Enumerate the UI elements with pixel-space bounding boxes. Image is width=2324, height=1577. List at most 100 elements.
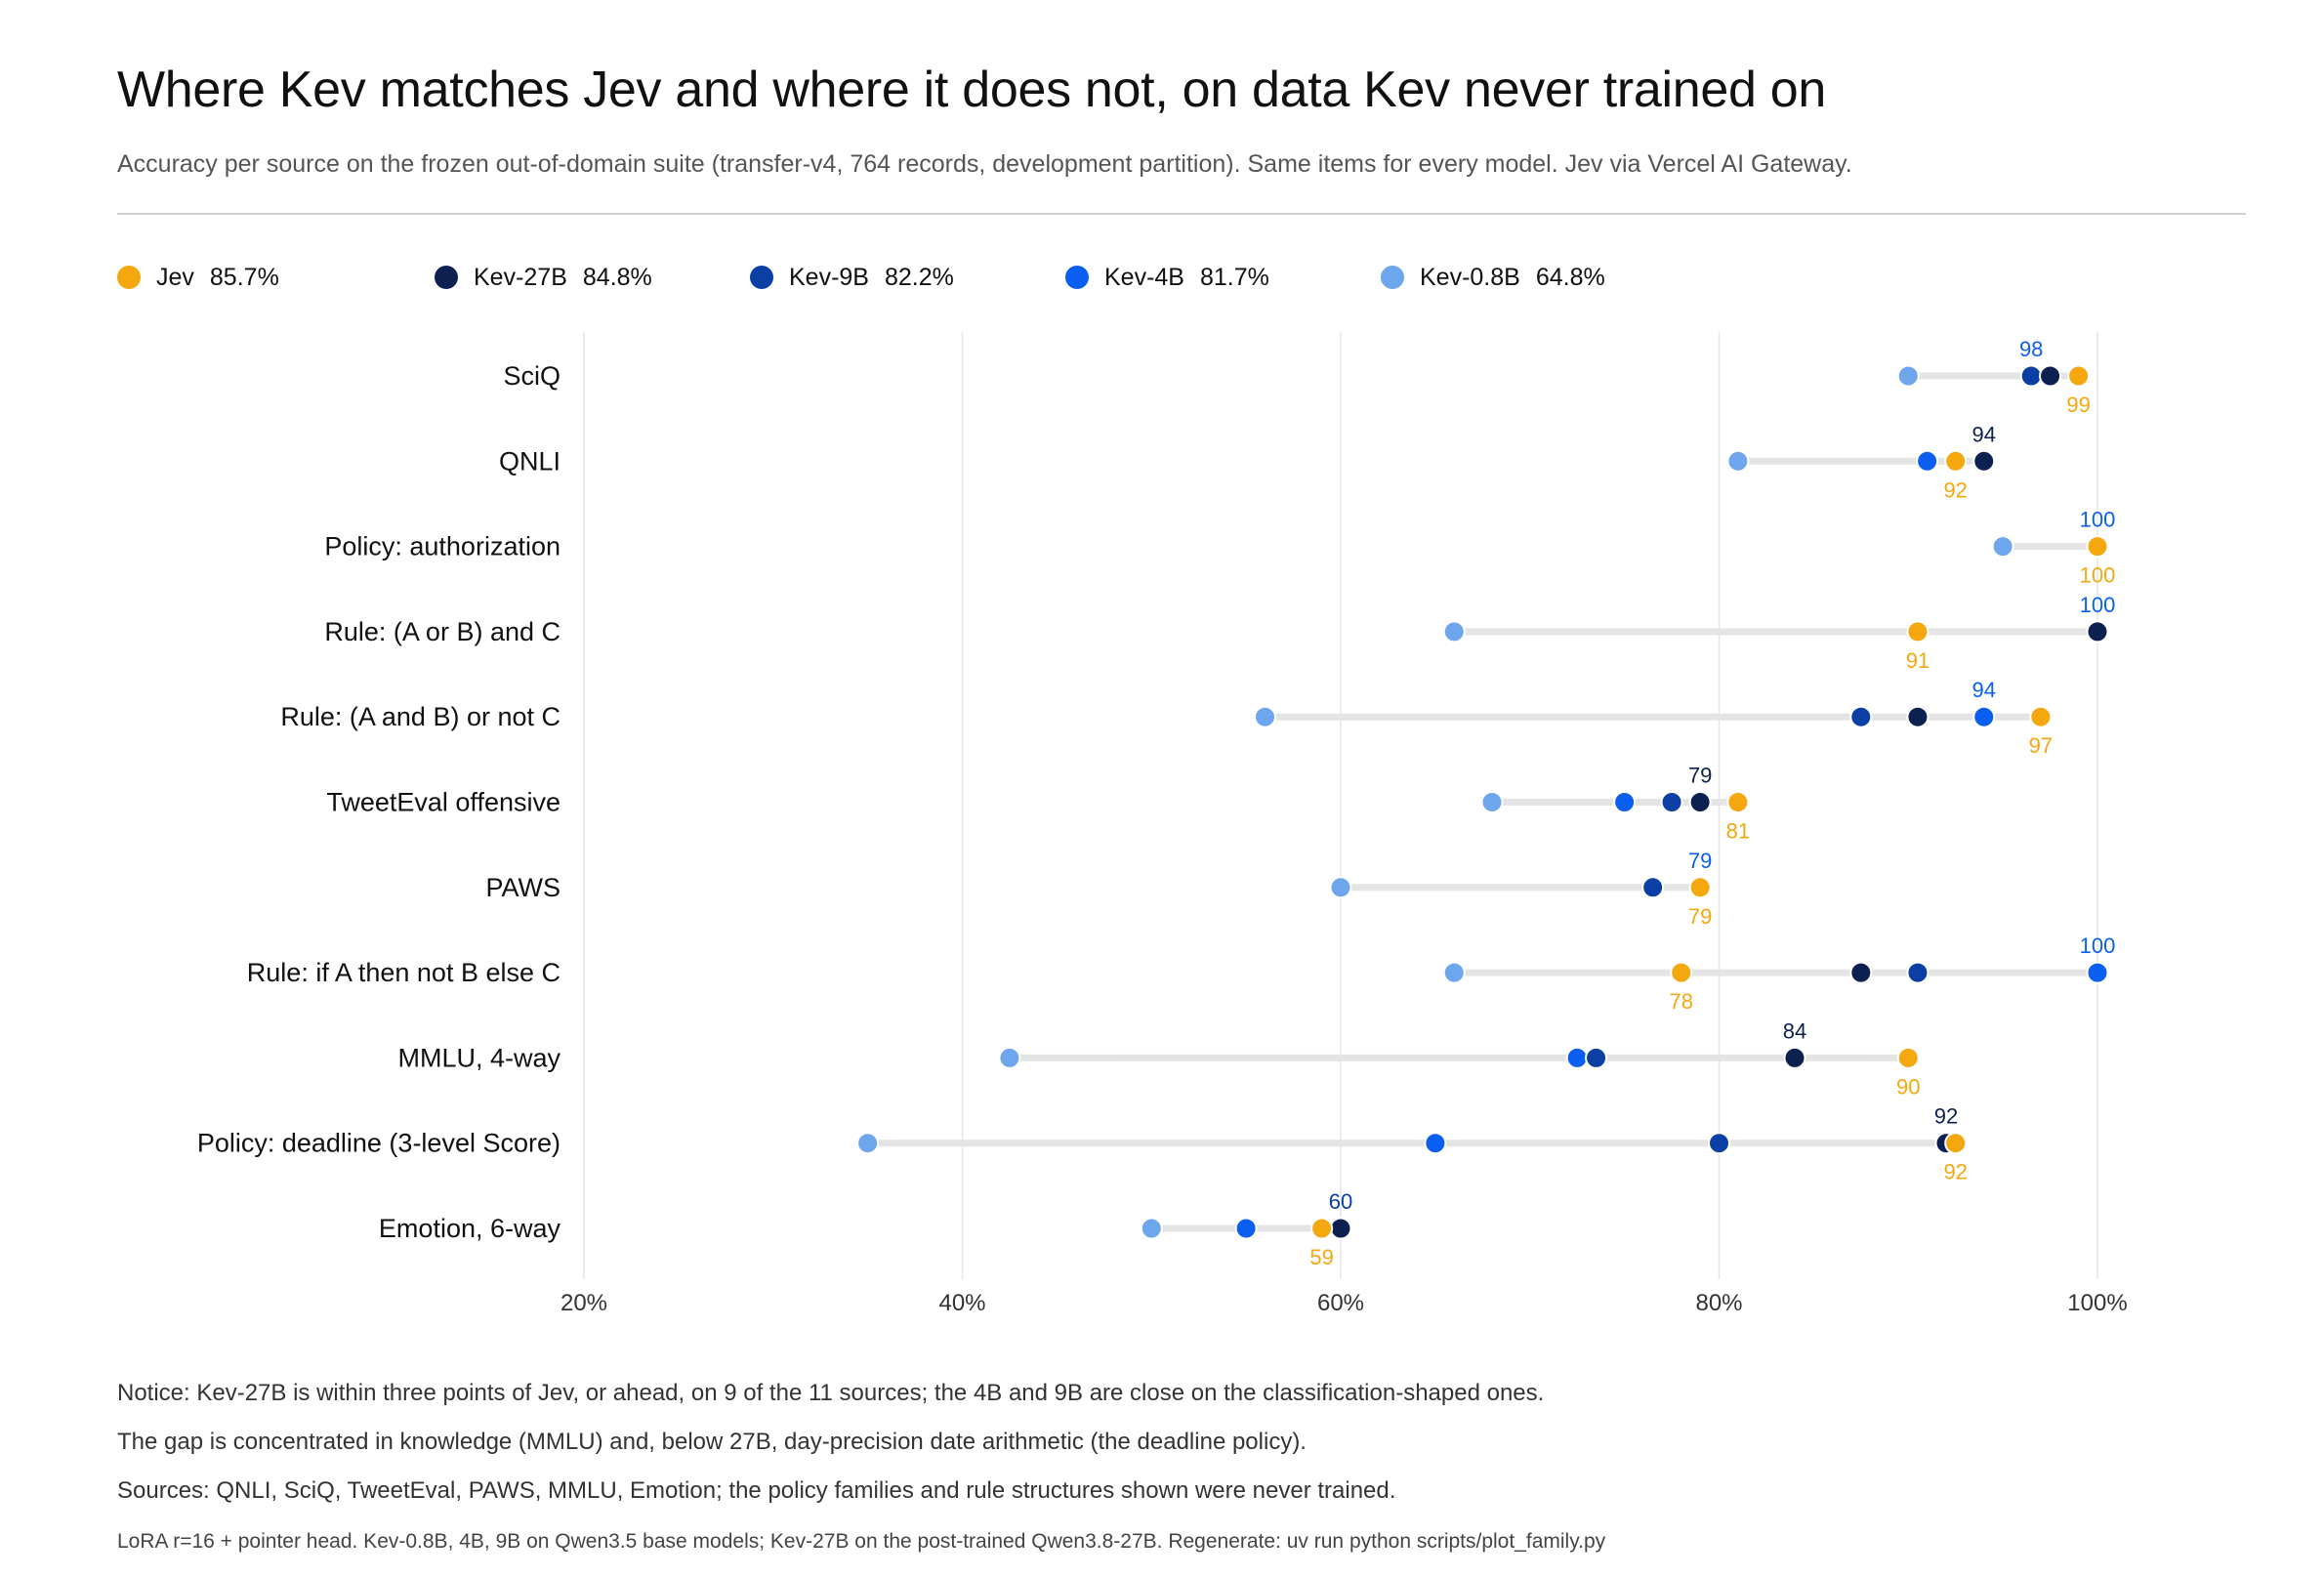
legend-swatch-kev-27b — [435, 266, 458, 289]
category-label: Emotion, 6-way — [379, 1214, 561, 1243]
dot-jev — [1944, 449, 1968, 473]
dot-kev-9b — [1849, 705, 1873, 728]
dot-kev-9b — [1585, 1046, 1608, 1069]
category-label: SciQ — [503, 361, 560, 391]
legend-label-jev: Jev — [156, 263, 194, 291]
dot-kev-0-8b — [1442, 961, 1466, 984]
dot-jev — [1670, 961, 1693, 984]
jev-label: 91 — [1906, 648, 1930, 673]
dot-jev — [1906, 620, 1930, 643]
dot-jev — [2086, 535, 2109, 559]
dot-kev-0-8b — [1329, 876, 1352, 899]
jev-label: 97 — [2029, 733, 2053, 758]
category-label: QNLI — [499, 446, 560, 476]
dot-jev — [1688, 876, 1712, 899]
dot-kev-27b — [1688, 791, 1712, 813]
jev-label: 99 — [2066, 393, 2090, 417]
dot-kev-0-8b — [1896, 364, 1920, 388]
note-line: The gap is concentrated in knowledge (MM… — [117, 1429, 1307, 1455]
dot-kev-0-8b — [1991, 535, 2014, 559]
legend-item-kev-0-8b: Kev-0.8B 64.8% — [1381, 258, 1605, 297]
category-label: Policy: authorization — [324, 532, 560, 561]
dot-kev-0-8b — [1140, 1217, 1163, 1240]
jev-label: 59 — [1309, 1245, 1333, 1269]
dot-kev-0-8b — [1442, 620, 1466, 643]
header-divider — [117, 213, 2246, 215]
category-label: Rule: if A then not B else C — [247, 958, 560, 987]
best-kev-label: 84 — [1783, 1018, 1806, 1043]
dot-kev-4b — [1234, 1217, 1258, 1240]
best-kev-label: 94 — [1972, 422, 1996, 446]
legend-swatch-jev — [117, 266, 141, 289]
dot-jev — [1310, 1217, 1334, 1240]
best-kev-label: 100 — [2080, 593, 2116, 617]
jev-label: 90 — [1896, 1074, 1920, 1099]
dot-kev-27b — [1783, 1046, 1806, 1069]
jev-label: 78 — [1670, 989, 1693, 1014]
x-tick-label: 80% — [1695, 1290, 1742, 1316]
dot-kev-0-8b — [856, 1132, 880, 1155]
dot-kev-27b — [1906, 705, 1930, 728]
best-kev-label: 60 — [1329, 1189, 1352, 1214]
category-label: PAWS — [485, 873, 560, 902]
best-kev-label: 92 — [1934, 1104, 1958, 1129]
dot-kev-4b — [1565, 1046, 1589, 1069]
dot-jev — [2067, 364, 2091, 388]
dot-kev-4b — [1424, 1132, 1447, 1155]
best-kev-label: 98 — [2019, 337, 2043, 361]
dot-kev-27b — [1849, 961, 1873, 984]
jev-label: 100 — [2080, 563, 2116, 588]
legend-value-kev-0-8b: 64.8% — [1535, 263, 1605, 291]
jev-label: 79 — [1688, 904, 1712, 929]
best-kev-label: 79 — [1688, 849, 1712, 873]
legend: Jev 85.7% Kev-27B 84.8% Kev-9B 82.2% Kev… — [0, 258, 2324, 297]
dot-kev-9b — [1641, 876, 1665, 899]
dot-kev-4b — [1916, 449, 1939, 473]
legend-label-kev-27b: Kev-27B — [474, 263, 567, 291]
legend-value-kev-27b: 84.8% — [582, 263, 652, 291]
legend-label-kev-4b: Kev-4B — [1104, 263, 1184, 291]
jev-label: 81 — [1726, 819, 1750, 844]
dot-jev — [2029, 705, 2053, 728]
legend-value-kev-9b: 82.2% — [884, 263, 954, 291]
dot-kev-9b — [2019, 364, 2043, 388]
best-kev-label: 100 — [2080, 934, 2116, 958]
dot-kev-9b — [1708, 1132, 1730, 1155]
best-kev-label: 100 — [2080, 508, 2116, 532]
dot-kev-0-8b — [1254, 705, 1276, 728]
legend-label-kev-0-8b: Kev-0.8B — [1420, 263, 1520, 291]
jev-label: 92 — [1943, 477, 1967, 502]
dot-kev-9b — [1660, 791, 1683, 813]
dot-jev — [1944, 1132, 1968, 1155]
category-label: Policy: deadline (3-level Score) — [197, 1129, 560, 1158]
category-label: Rule: (A or B) and C — [324, 617, 560, 646]
best-kev-label: 79 — [1688, 764, 1712, 788]
dot-kev-27b — [2086, 620, 2109, 643]
dot-kev-0-8b — [1480, 791, 1504, 813]
legend-swatch-kev-4b — [1065, 266, 1089, 289]
notes: Notice: Kev-27B is within three points o… — [117, 1379, 2265, 1525]
legend-item-kev-9b: Kev-9B 82.2% — [750, 258, 954, 297]
x-tick-label: 40% — [938, 1290, 985, 1316]
dot-jev — [1726, 791, 1750, 813]
note-line: Sources: QNLI, SciQ, TweetEval, PAWS, MM… — [117, 1477, 1396, 1504]
chart-subtitle: Accuracy per source on the frozen out-of… — [117, 150, 1852, 178]
category-label: TweetEval offensive — [326, 788, 560, 817]
dot-kev-27b — [2039, 364, 2062, 388]
dot-jev — [1896, 1046, 1920, 1069]
category-label: Rule: (A and B) or not C — [280, 702, 560, 731]
dot-plot-chart: 20% 40% 60% 80% 100% SciQ 98 99 QNLI 94 92 Policy: … — [197, 332, 2128, 1316]
footer-text: LoRA r=16 + pointer head. Kev-0.8B, 4B, … — [117, 1530, 1606, 1553]
legend-swatch-kev-0-8b — [1381, 266, 1404, 289]
dot-kev-4b — [1972, 705, 1996, 728]
dot-kev-9b — [1906, 961, 1930, 984]
x-tick-label: 100% — [2067, 1290, 2127, 1316]
jev-label: 92 — [1943, 1160, 1967, 1184]
legend-value-kev-4b: 81.7% — [1199, 263, 1269, 291]
legend-label-kev-9b: Kev-9B — [789, 263, 869, 291]
dot-kev-27b — [1972, 449, 1996, 473]
legend-item-jev: Jev 85.7% — [117, 258, 279, 297]
dot-kev-4b — [2086, 961, 2109, 984]
dot-kev-0-8b — [1726, 449, 1750, 473]
legend-item-kev-27b: Kev-27B 84.8% — [435, 258, 652, 297]
